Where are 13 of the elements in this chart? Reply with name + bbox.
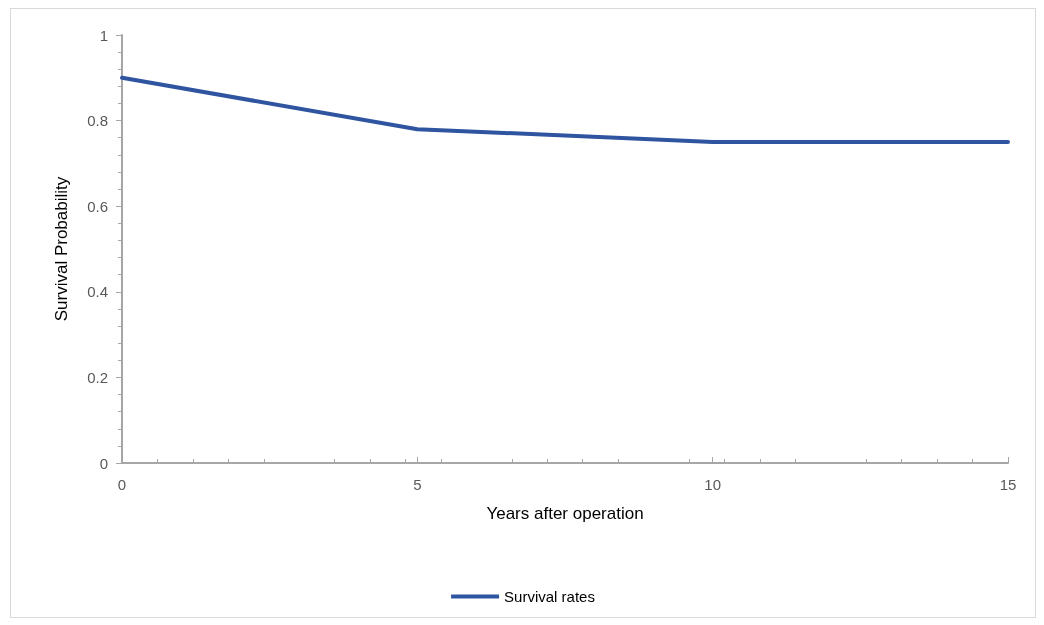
y-tick-label: 0.4	[87, 283, 108, 301]
x-tick-label: 10	[704, 476, 722, 493]
y-tick-label: 0	[99, 454, 108, 472]
x-axis-title: Years after operation	[486, 504, 644, 523]
y-axis-title: Survival Probability	[52, 176, 71, 322]
legend-label: Survival rates	[504, 588, 595, 605]
y-tick-label: 1	[99, 26, 108, 44]
x-tick-label: 15	[999, 476, 1017, 493]
x-tick-label: 0	[117, 476, 127, 493]
y-tick-label: 0.2	[87, 368, 108, 386]
y-tick-label: 0.8	[87, 112, 108, 130]
x-tick-label: 5	[413, 476, 422, 493]
y-tick-label: 0.6	[87, 197, 108, 215]
